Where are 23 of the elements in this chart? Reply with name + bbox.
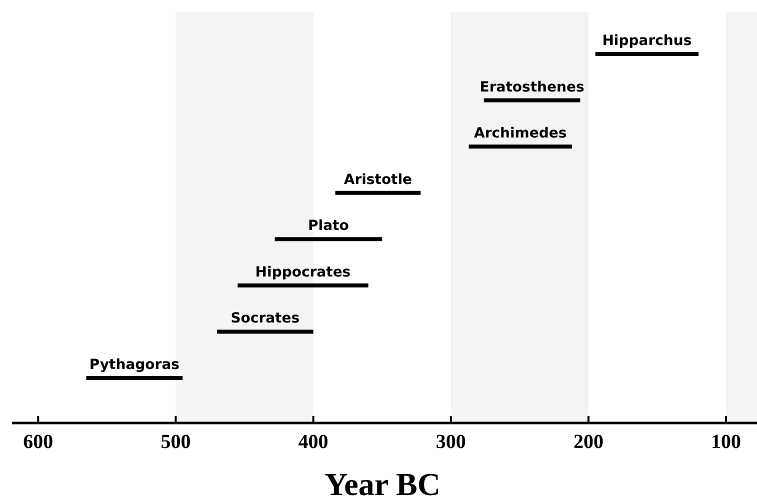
y-tick-label: Eratosthenes	[480, 79, 584, 96]
x-axis-title: Year BC	[324, 466, 440, 502]
bar	[216, 330, 314, 334]
x-tick-label: 500	[160, 431, 191, 453]
bar	[468, 144, 572, 149]
bar	[274, 237, 382, 242]
y-tick-label: Hippocrates	[255, 264, 351, 280]
x-tick-label: 300	[436, 431, 466, 453]
x-tick-label: 200	[573, 431, 604, 453]
y-tick-label: Socrates	[230, 310, 300, 327]
bar	[484, 98, 580, 102]
bar	[86, 376, 183, 380]
y-tick-label: Archimedes	[474, 126, 567, 142]
y-tick-label: Aristotle	[344, 172, 412, 188]
y-tick-label: Pythagoras	[89, 357, 180, 373]
x-tick-label: 600	[23, 431, 54, 453]
bar	[238, 283, 368, 288]
x-tick-label: 400	[298, 431, 328, 453]
y-tick-label: Plato	[308, 218, 350, 234]
bar	[335, 190, 421, 195]
x-tick-label: 100	[711, 431, 742, 453]
bar	[595, 52, 699, 56]
y-tick-label: Hipparchus	[602, 33, 692, 49]
